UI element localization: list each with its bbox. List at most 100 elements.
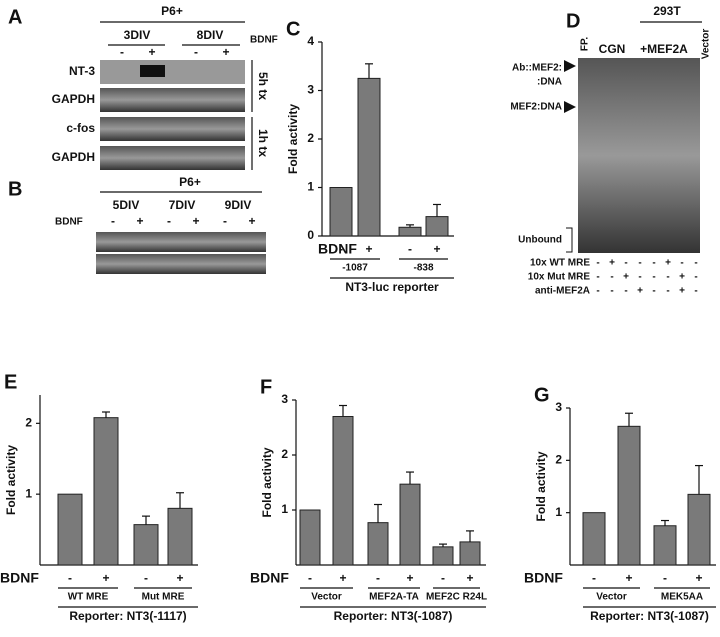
lane: + bbox=[248, 214, 255, 228]
lane-header: Vector bbox=[701, 29, 712, 60]
y-axis-label: Fold activity bbox=[286, 104, 300, 174]
x-tick-label: + bbox=[406, 571, 413, 585]
bar bbox=[425, 216, 449, 237]
sign: - bbox=[652, 286, 655, 297]
x-tick-label: - bbox=[408, 242, 412, 256]
x-tick-label: + bbox=[176, 571, 183, 585]
y-tick-label: 3 bbox=[307, 83, 314, 97]
time: 1h tx bbox=[256, 129, 270, 157]
y-tick-label: 1 bbox=[25, 486, 32, 500]
panel-label: B bbox=[8, 178, 22, 200]
sign: - bbox=[624, 258, 627, 269]
reporter-label: Reporter: NT3(-1087) bbox=[334, 609, 453, 623]
panel-label: F bbox=[260, 376, 272, 398]
row-label: BDNF bbox=[250, 570, 289, 586]
bar bbox=[133, 524, 159, 566]
sign: - bbox=[680, 258, 683, 269]
arrowhead bbox=[564, 60, 576, 72]
y-tick-label: 1 bbox=[555, 505, 562, 519]
bar bbox=[398, 226, 422, 237]
row-label: BDNF bbox=[524, 570, 563, 586]
x-tick-label: + bbox=[625, 571, 632, 585]
bar bbox=[617, 425, 641, 566]
gel bbox=[100, 88, 245, 112]
treatment: BDNF bbox=[250, 35, 278, 46]
row-label: GAPDH bbox=[52, 92, 95, 106]
y-tick-label: 1 bbox=[307, 180, 314, 194]
x-tick-label: + bbox=[365, 242, 372, 256]
sign: - bbox=[596, 286, 599, 297]
x-tick-label: - bbox=[441, 571, 445, 585]
row-label: BDNF bbox=[318, 241, 357, 257]
panel-d: D 293T FP. CGN +MEF2A Vector Ab::MEF2: :… bbox=[510, 4, 711, 296]
gel bbox=[100, 117, 245, 141]
time: 5h tx bbox=[256, 72, 270, 100]
band bbox=[140, 65, 165, 77]
x-tick-label: + bbox=[466, 571, 473, 585]
band-label: Ab::MEF2: bbox=[512, 63, 562, 74]
panel-label: A bbox=[8, 6, 22, 28]
bar bbox=[367, 522, 389, 566]
condition: 9DIV bbox=[225, 198, 252, 212]
bar bbox=[357, 77, 381, 237]
cell-line: 293T bbox=[653, 4, 681, 18]
y-tick-label: 2 bbox=[307, 131, 314, 145]
panel-a: A P6+ 3DIV 8DIV BDNF - + - + NT-3 GAPDH … bbox=[8, 4, 278, 170]
sign: + bbox=[609, 258, 615, 269]
y-tick-label: 3 bbox=[281, 392, 288, 406]
group-label: MEK5AA bbox=[661, 592, 703, 603]
band-label: :DNA bbox=[537, 77, 562, 88]
sign: - bbox=[666, 272, 669, 283]
row-label: c-fos bbox=[66, 121, 95, 135]
gel bbox=[578, 58, 700, 253]
gel bbox=[96, 232, 266, 252]
x-tick-label: - bbox=[663, 571, 667, 585]
bar bbox=[329, 187, 353, 237]
y-tick-label: 1 bbox=[281, 502, 288, 516]
sign: - bbox=[610, 286, 613, 297]
condition: 8DIV bbox=[197, 28, 224, 42]
sign: - bbox=[638, 258, 641, 269]
lane: - bbox=[223, 214, 227, 228]
age: P6+ bbox=[179, 175, 201, 189]
bar bbox=[167, 507, 193, 566]
condition: 7DIV bbox=[169, 198, 196, 212]
lane: + bbox=[148, 45, 155, 59]
bar bbox=[432, 546, 454, 566]
bar bbox=[582, 512, 606, 566]
panel-b: B P6+ 5DIV 7DIV 9DIV BDNF - + - + - + bbox=[8, 175, 266, 274]
band-label: MEF2:DNA bbox=[510, 102, 562, 113]
sign: - bbox=[638, 272, 641, 283]
group-label: Vector bbox=[311, 592, 342, 603]
lane-header: +MEF2A bbox=[640, 42, 688, 56]
lane: - bbox=[120, 45, 124, 59]
lane: - bbox=[167, 214, 171, 228]
lane: - bbox=[111, 214, 115, 228]
row-label: BDNF bbox=[0, 570, 39, 586]
sign: - bbox=[596, 272, 599, 283]
y-axis-label: Fold activity bbox=[4, 445, 18, 515]
sign: - bbox=[694, 258, 697, 269]
panel-label: C bbox=[286, 18, 300, 40]
sign: + bbox=[637, 286, 643, 297]
x-tick-label: + bbox=[695, 571, 702, 585]
group-label: Mut MRE bbox=[142, 592, 185, 603]
x-tick-label: + bbox=[433, 242, 440, 256]
bar bbox=[93, 417, 119, 566]
x-tick-label: - bbox=[339, 242, 343, 256]
y-axis-label: Fold activity bbox=[260, 447, 274, 517]
lane: + bbox=[192, 214, 199, 228]
group-label: MEF2C R24L bbox=[426, 592, 487, 603]
lane: + bbox=[136, 214, 143, 228]
y-tick-label: 3 bbox=[555, 400, 562, 414]
row-label: NT-3 bbox=[69, 64, 95, 78]
x-tick-label: - bbox=[68, 571, 72, 585]
lane-header: CGN bbox=[599, 42, 626, 56]
sign: - bbox=[596, 258, 599, 269]
sign: + bbox=[679, 286, 685, 297]
lane: - bbox=[194, 45, 198, 59]
sign: - bbox=[652, 272, 655, 283]
arrowhead bbox=[564, 101, 576, 113]
condition: 5DIV bbox=[113, 198, 140, 212]
